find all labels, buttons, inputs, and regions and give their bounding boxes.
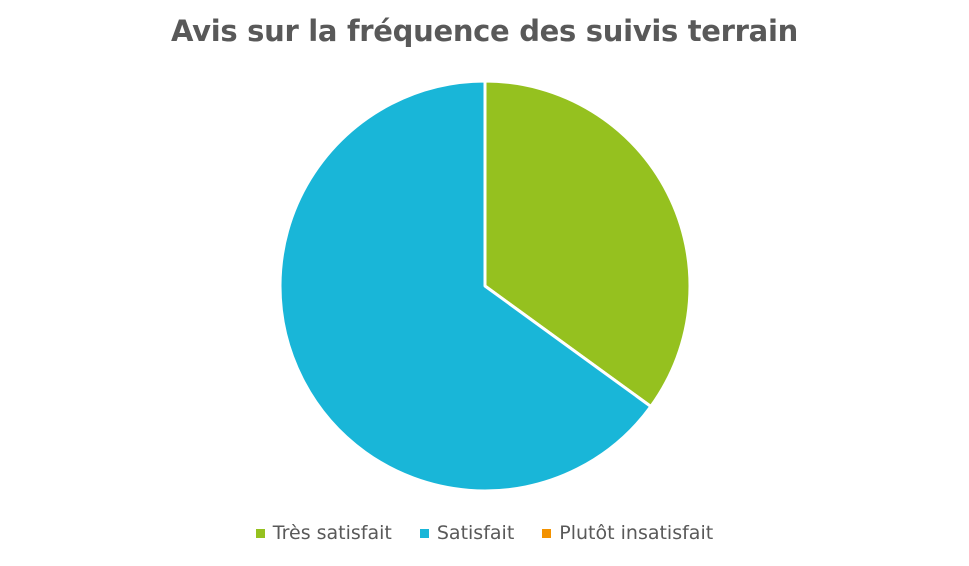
legend-swatch <box>542 528 552 538</box>
legend-label: Très satisfait <box>272 522 392 544</box>
legend-swatch <box>255 528 265 538</box>
legend-label: Satisfait <box>436 522 515 544</box>
legend-item: Satisfait <box>419 522 515 544</box>
pie-slice-satisfait <box>278 79 653 493</box>
legend-item: Plutôt insatisfait <box>542 522 713 544</box>
legend: Très satisfait Satisfait Plutôt insatisfai… <box>0 522 969 544</box>
legend-label: Plutôt insatisfait <box>559 522 714 544</box>
pie-slice-tr-s-satisfait <box>483 79 692 408</box>
legend-swatch <box>419 528 429 538</box>
legend-item: Très satisfait <box>255 522 392 544</box>
chart-title: Avis sur la fréquence des suivis terrain <box>171 14 798 48</box>
